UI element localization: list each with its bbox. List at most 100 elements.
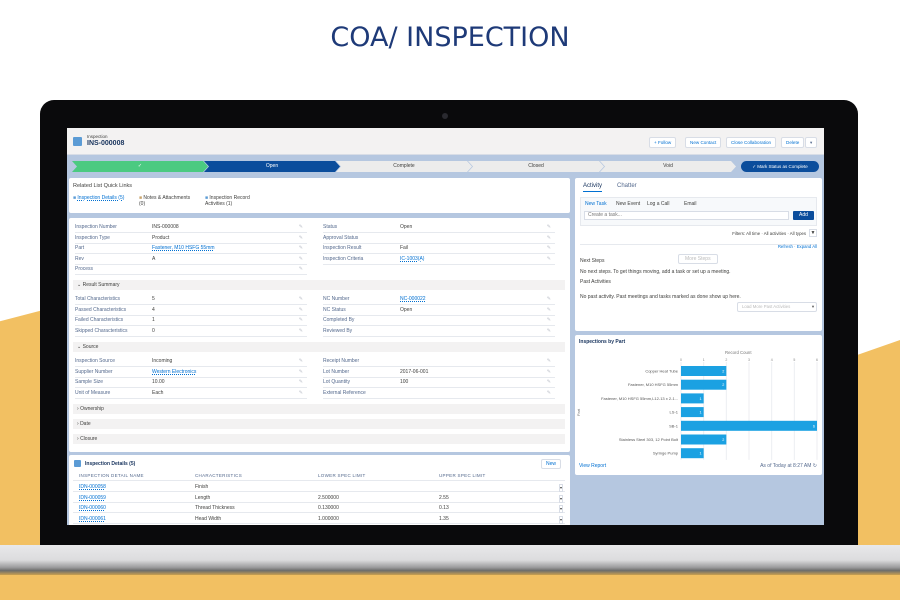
quick-link-notes[interactable]: ■ Notes & Attachments (0) (139, 195, 191, 207)
edit-pencil-icon[interactable]: ✎ (298, 358, 303, 364)
section-result-summary[interactable]: ⌄ Result Summary (73, 280, 565, 290)
bar[interactable] (681, 407, 704, 418)
refresh-icon[interactable]: ↻ (812, 463, 817, 469)
edit-pencil-icon[interactable]: ✎ (546, 224, 551, 230)
edit-pencil-icon[interactable]: ✎ (546, 358, 551, 364)
edit-pencil-icon[interactable]: ✎ (546, 368, 551, 375)
edit-pencil-icon[interactable]: ✎ (298, 224, 303, 230)
table-cell[interactable]: IDN-000061 (79, 515, 106, 522)
path-stage-complete[interactable]: Complete (336, 161, 472, 172)
subtab-new-event[interactable]: New Event (616, 201, 641, 207)
mark-status-complete-button[interactable]: ✓ Mark Status as Complete (741, 161, 819, 172)
section-ownership[interactable]: › Ownership (73, 404, 565, 414)
section-title: Source (82, 344, 99, 350)
subtab-log-call[interactable]: Log a Call (647, 201, 670, 207)
field-label: Failed Characteristics (75, 317, 124, 324)
section-source[interactable]: ⌄ Source (73, 342, 565, 352)
bar[interactable] (681, 434, 727, 445)
column-header[interactable]: UPPER SPEC LIMIT (439, 473, 486, 478)
edit-pencil-icon[interactable]: ✎ (298, 296, 303, 302)
row-actions-chevron-icon[interactable]: ▾ (558, 494, 563, 503)
field-value[interactable]: NC-000022 (400, 296, 426, 302)
field-value[interactable]: IC-1003(A) (400, 255, 425, 262)
table-cell[interactable]: IDN-000058 (79, 484, 106, 490)
bar-value-label: 2 (722, 370, 724, 374)
refresh-expand-links[interactable]: Refresh · Expand All (777, 244, 817, 249)
edit-pencil-icon[interactable]: ✎ (298, 266, 303, 273)
view-report-link[interactable]: View Report (579, 463, 607, 469)
section-closure[interactable]: › Closure (73, 434, 565, 444)
filter-icon[interactable]: ▼ (809, 229, 817, 237)
field-label: Completed By (323, 317, 355, 324)
path-stage-closed[interactable]: Closed (468, 161, 604, 172)
edit-pencil-icon[interactable]: ✎ (546, 327, 551, 334)
path-stage-completed[interactable]: ✓ (72, 161, 208, 172)
field-row: Unit of Measure Each ✎ (75, 389, 307, 399)
bar[interactable] (681, 366, 727, 376)
field-value: A (152, 255, 156, 262)
edit-pencil-icon[interactable]: ✎ (546, 296, 551, 302)
y-tick-label: Syringe Pump (653, 451, 679, 456)
path-stage-void[interactable]: Void (600, 161, 736, 172)
table-cell: 0.13 (439, 505, 449, 511)
close-collaboration-button[interactable]: Close Collaboration (726, 137, 777, 148)
delete-button[interactable]: Delete (781, 137, 805, 148)
quick-link-inspection-details[interactable]: ■ Inspection Details (5) (73, 195, 125, 201)
field-label: Inspection Type (75, 234, 110, 241)
field-value: 2017-06-001 (400, 368, 429, 375)
edit-pencil-icon[interactable]: ✎ (546, 234, 551, 241)
edit-pencil-icon[interactable]: ✎ (546, 245, 551, 252)
bar[interactable] (681, 379, 727, 390)
section-date[interactable]: › Date (73, 419, 565, 429)
bar[interactable] (681, 420, 817, 431)
subtab-email[interactable]: Email (684, 201, 697, 207)
row-actions-chevron-icon[interactable]: ▾ (558, 515, 563, 524)
edit-pencil-icon[interactable]: ✎ (546, 306, 551, 313)
row-actions-chevron-icon[interactable]: ▾ (558, 505, 563, 513)
more-steps-button[interactable]: More Steps (678, 254, 718, 264)
section-title: Date (80, 421, 91, 427)
edit-pencil-icon[interactable]: ✎ (298, 245, 303, 252)
new-button[interactable]: New (541, 459, 562, 469)
tab-chatter[interactable]: Chatter (617, 183, 637, 189)
more-actions-chevron-icon[interactable]: ▾ (805, 137, 818, 148)
tab-activity[interactable]: Activity (583, 183, 603, 192)
edit-pencil-icon[interactable]: ✎ (298, 306, 303, 313)
row-actions-chevron-icon[interactable]: ▾ (558, 484, 563, 492)
field-label: Inspection Criteria (323, 255, 364, 262)
edit-pencil-icon[interactable]: ✎ (298, 255, 303, 262)
edit-pencil-icon[interactable]: ✎ (546, 389, 551, 396)
follow-button[interactable]: + Follow (649, 137, 677, 148)
add-task-button[interactable]: Add (793, 211, 814, 220)
edit-pencil-icon[interactable]: ✎ (298, 389, 303, 396)
path-stage-open[interactable]: Open (204, 161, 340, 172)
field-row: Process ✎ (75, 265, 307, 276)
table-cell[interactable]: IDN-000060 (79, 505, 106, 511)
field-value[interactable]: Fastener, M10 HSFG 55mm (152, 245, 215, 252)
edit-pencil-icon[interactable]: ✎ (298, 379, 303, 386)
edit-pencil-icon[interactable]: ✎ (546, 317, 551, 324)
subtab-new-task[interactable]: New Task (585, 201, 607, 207)
bar[interactable] (681, 448, 704, 459)
load-more-button[interactable]: Load More Past Activities ▾ (737, 302, 817, 312)
chevron-right-icon: › (77, 406, 79, 412)
edit-pencil-icon[interactable]: ✎ (298, 368, 303, 375)
edit-pencil-icon[interactable]: ✎ (298, 317, 303, 324)
column-header[interactable]: CHARACTERISTICS (195, 473, 243, 478)
edit-pencil-icon[interactable]: ✎ (546, 255, 551, 262)
column-header[interactable]: INSPECTION DETAIL NAME (79, 473, 144, 478)
edit-pencil-icon[interactable]: ✎ (298, 327, 303, 334)
task-input[interactable]: Create a task... (584, 211, 789, 220)
section-title: Result Summary (82, 282, 120, 288)
field-label: Lot Quantity (323, 379, 350, 386)
column-header[interactable]: LOWER SPEC LIMIT (318, 473, 366, 478)
table-cell[interactable]: IDN-000059 (79, 494, 106, 501)
x-tick-label: 5 (793, 358, 795, 362)
edit-pencil-icon[interactable]: ✎ (298, 234, 303, 241)
field-label: Part (75, 245, 85, 252)
edit-pencil-icon[interactable]: ✎ (546, 379, 551, 386)
field-value[interactable]: Western Electronics (152, 368, 197, 375)
quick-link-activities[interactable]: ■ Inspection Record Activities (1) (205, 195, 250, 207)
new-contact-button[interactable]: New Contact (685, 137, 722, 148)
bar[interactable] (681, 393, 704, 404)
